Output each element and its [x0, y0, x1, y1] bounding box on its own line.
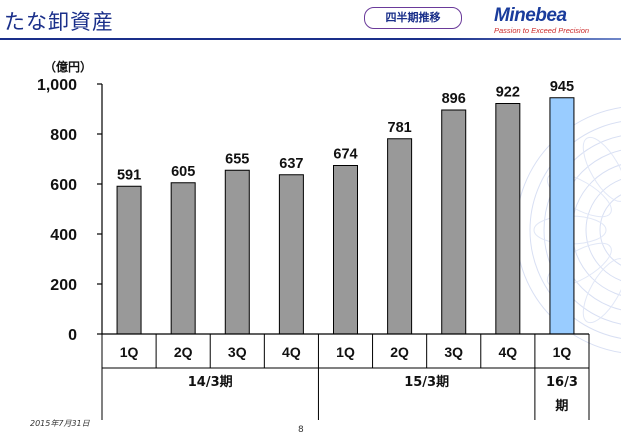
x-category-label: 1Q	[336, 344, 355, 360]
y-tick-label: 400	[50, 227, 77, 244]
bar-value-label: 591	[117, 167, 141, 183]
logo-tagline: Passion to Exceed Precision	[494, 26, 590, 35]
decor-ring	[543, 135, 621, 325]
bar	[224, 169, 250, 335]
bar-value-label: 945	[550, 79, 574, 95]
title-underline	[0, 38, 621, 40]
bar-value-label: 896	[442, 91, 466, 107]
bar	[441, 109, 467, 335]
x-category-label: 4Q	[498, 344, 517, 360]
x-category-label: 3Q	[228, 344, 247, 360]
y-tick-label: 0	[68, 327, 77, 344]
bar	[170, 182, 196, 335]
period-group-label: 14/3期	[188, 375, 233, 390]
bar	[549, 97, 575, 335]
decor-ring	[529, 121, 621, 339]
bar-value-label: 922	[496, 85, 520, 101]
page-title: たな卸資産	[4, 10, 114, 34]
y-tick-label: 200	[50, 277, 77, 294]
bar	[387, 138, 413, 335]
bar	[333, 165, 358, 335]
page-number: 8	[298, 425, 304, 435]
bar	[278, 174, 304, 335]
bar	[116, 185, 142, 335]
company-logo: Minebea Passion to Exceed Precision	[494, 5, 616, 35]
quarterly-trend-badge: 四半期推移	[364, 7, 462, 29]
x-category-label: 1Q	[553, 344, 572, 360]
decor-petal	[582, 136, 621, 202]
x-category-label: 2Q	[174, 344, 193, 360]
bar	[495, 103, 521, 335]
decor-ring	[585, 178, 621, 282]
y-tick-label: 800	[50, 127, 77, 144]
period-group-label: 16/3	[546, 375, 578, 390]
bar-value-label: 674	[333, 147, 357, 163]
y-tick-label: 600	[50, 177, 77, 194]
period-group-label-suffix: 期	[555, 399, 568, 414]
decor-ring	[599, 194, 621, 266]
x-category-label: 3Q	[444, 344, 463, 360]
x-category-label: 1Q	[120, 344, 139, 360]
unit-label: （億円）	[44, 60, 93, 74]
x-category-label: 2Q	[390, 344, 409, 360]
period-group-label: 15/3期	[404, 375, 449, 390]
x-category-label: 4Q	[282, 344, 301, 360]
y-tick-label: 1,000	[37, 77, 77, 94]
decor-petal	[582, 258, 621, 324]
bar-value-label: 655	[225, 151, 249, 167]
footer-date: 2015年7月31日	[30, 419, 90, 428]
bar-value-label: 605	[171, 164, 195, 180]
logo-wordmark: Minebea	[494, 5, 567, 26]
bar-value-label: 637	[279, 156, 303, 172]
bar-value-label: 781	[388, 120, 412, 136]
